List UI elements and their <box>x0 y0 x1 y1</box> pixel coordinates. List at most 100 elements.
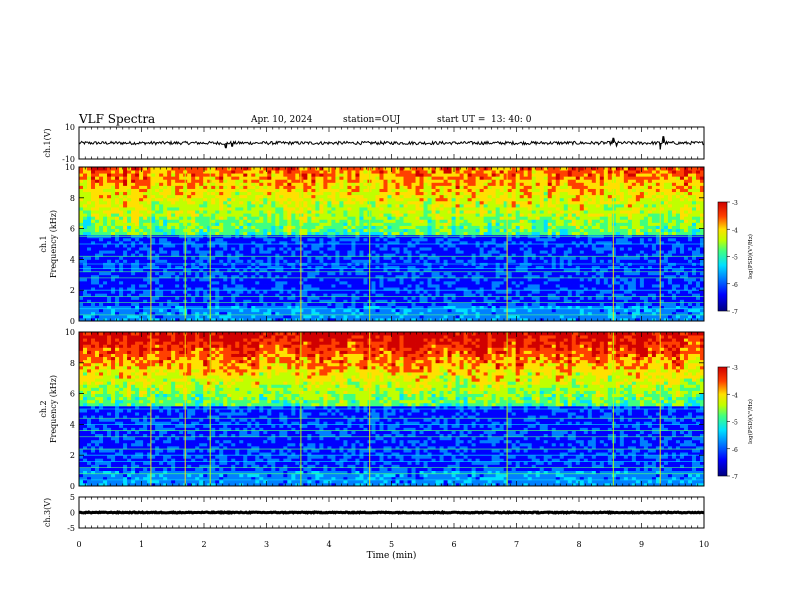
spectrogram-cell <box>387 200 392 205</box>
spectrogram-cell <box>307 225 312 229</box>
spectrogram-cell <box>91 317 96 322</box>
spectrogram-cell <box>419 216 424 220</box>
spectrogram-cell <box>83 207 88 211</box>
spectrogram-cell <box>267 173 272 177</box>
spectrogram-cell <box>267 268 272 273</box>
spectrogram-cell <box>207 271 212 276</box>
spectrogram-cell <box>399 185 404 189</box>
spectrogram-cell <box>359 244 364 248</box>
spectrogram-cell <box>415 280 420 285</box>
spectrogram-cell <box>303 308 308 313</box>
spectrogram-cell <box>355 207 360 211</box>
spectrogram-cell <box>139 253 144 257</box>
spectrogram-cell <box>247 185 252 189</box>
spectrogram-cell <box>299 200 304 205</box>
spectrogram-cell <box>135 268 140 273</box>
spectrogram-cell <box>447 244 452 248</box>
spectrogram-cell <box>259 207 264 211</box>
spectrogram-cell <box>143 305 148 310</box>
spectrogram-cell <box>159 287 164 291</box>
spectrogram-cell <box>315 308 320 313</box>
spectrogram-cell <box>79 225 84 229</box>
spectrogram-cell <box>167 280 172 285</box>
spectrogram-cell <box>179 237 184 242</box>
spectrogram-cell <box>163 179 168 183</box>
spectrogram-cell <box>411 240 416 245</box>
spectrogram-cell <box>255 225 260 229</box>
spectrogram-cell <box>383 277 388 282</box>
spectrogram-cell <box>131 290 136 294</box>
spectrogram-cell <box>263 191 268 196</box>
spectrogram-cell <box>395 213 400 217</box>
spectrogram-cell <box>167 290 172 294</box>
spectrogram-cell <box>203 284 208 288</box>
spectrogram-cell <box>447 188 452 193</box>
spectrogram-cell <box>415 188 420 193</box>
spectrogram-cell <box>383 197 388 202</box>
spectrogram-cell <box>327 203 332 208</box>
spectrogram-cell <box>455 197 461 202</box>
spectrogram-cell <box>323 244 328 248</box>
spectrogram-cell <box>335 203 340 208</box>
spectrogram-cell <box>335 305 340 310</box>
spectrogram-cell <box>427 170 432 174</box>
spectrogram-cell <box>379 299 384 303</box>
spectrogram-cell <box>371 314 376 319</box>
spectrogram-cell <box>179 308 184 313</box>
spectrogram-cell <box>211 231 216 236</box>
spectrogram-cell <box>119 265 124 270</box>
spectrogram-cell <box>243 274 248 279</box>
spectrogram-cell <box>207 277 212 282</box>
spectrogram-cell <box>127 253 132 257</box>
spectrogram-cell <box>235 210 240 214</box>
spectrogram-cell <box>207 203 212 208</box>
spectrogram-cell <box>407 296 412 300</box>
spectrogram-cell <box>347 185 352 189</box>
spectrogram-cell <box>327 287 332 291</box>
spectrogram-cell <box>111 247 116 251</box>
spectrogram-cell <box>111 293 116 297</box>
spectrogram-cell <box>351 302 356 306</box>
spectrogram-cell <box>139 194 144 199</box>
spectrogram-cell <box>327 296 332 300</box>
spectrogram-cell <box>375 207 380 211</box>
spectrogram-cell <box>99 216 104 220</box>
spectrogram-cell <box>351 311 356 316</box>
spectrogram-cell <box>379 268 384 273</box>
spectrogram-cell <box>399 311 404 316</box>
spectrogram-cell <box>303 293 308 297</box>
spectrogram-cell <box>95 280 100 285</box>
spectrogram-cell <box>315 213 320 217</box>
spectrogram-cell <box>187 287 192 291</box>
spectrogram-cell <box>219 314 224 319</box>
spectrogram-cell <box>99 173 104 177</box>
spectrogram-cell <box>427 247 432 251</box>
spectrogram-cell <box>99 268 104 273</box>
spectrogram-cell <box>187 197 192 202</box>
spectrogram-cell <box>115 182 120 186</box>
spectrogram-cell <box>287 213 292 217</box>
spectrogram-cell <box>391 250 396 254</box>
spectrogram-cell <box>115 231 120 236</box>
spectrogram-cell <box>275 237 280 242</box>
spectrogram-cell <box>291 237 296 242</box>
spectrogram-cell <box>195 311 200 316</box>
spectrogram-cell <box>375 210 380 214</box>
spectrogram-cell <box>247 299 252 303</box>
spectrogram-cell <box>127 277 132 282</box>
spectrogram-cell <box>283 293 288 297</box>
spectrogram-cell <box>415 222 420 226</box>
spectrogram-cell <box>219 207 224 211</box>
spectrogram-cell <box>387 216 392 220</box>
spectrogram-cell <box>375 308 380 313</box>
spectrogram-cell <box>263 308 268 313</box>
spectrogram-cell <box>283 170 288 174</box>
spectrogram-cell <box>379 265 384 270</box>
spectrogram-cell <box>263 280 268 285</box>
spectrogram-cell <box>391 188 396 193</box>
spectrogram-cell <box>271 244 276 248</box>
spectrogram-cell <box>251 188 256 193</box>
spectrogram-cell <box>447 225 452 229</box>
spectrogram-cell <box>127 213 132 217</box>
spectrogram-cell <box>91 277 96 282</box>
